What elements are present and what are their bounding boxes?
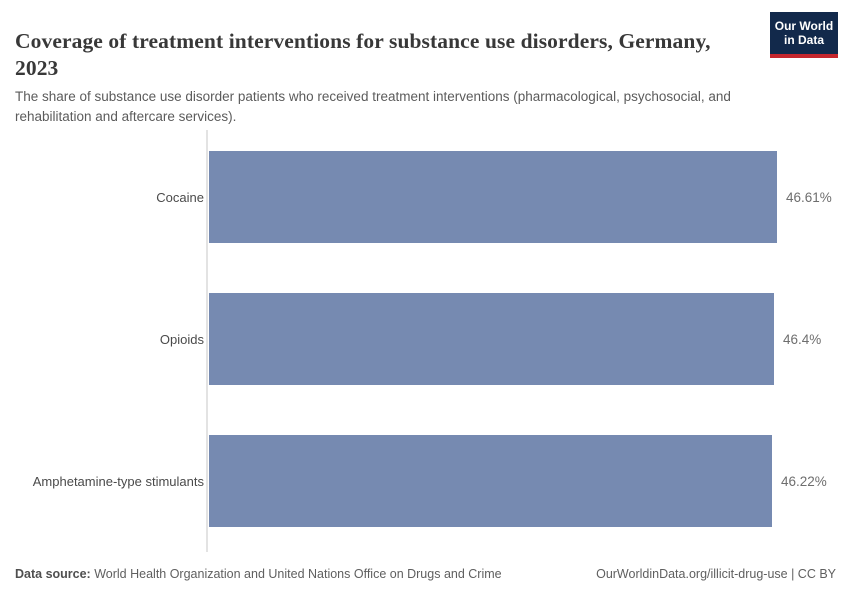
data-source-note: Data source: World Health Organization a… xyxy=(15,567,502,581)
value-label: 46.4% xyxy=(783,331,822,347)
category-label: Opioids xyxy=(159,331,204,347)
owid-logo-line1: Our World xyxy=(774,19,834,33)
attribution-link[interactable]: OurWorldinData.org/illicit-drug-use | CC… xyxy=(596,567,836,581)
data-source-label: Data source: xyxy=(15,567,91,581)
bar-row: Cocaine 46.61% xyxy=(0,151,850,243)
bar[interactable] xyxy=(209,435,772,527)
bar-row: Opioids 46.4% xyxy=(0,293,850,385)
owid-logo-line2: in Data xyxy=(783,33,824,48)
value-label: 46.22% xyxy=(781,473,827,489)
chart-title: Coverage of treatment interventions for … xyxy=(15,29,711,81)
value-label: 46.61% xyxy=(786,189,832,205)
bar[interactable] xyxy=(209,293,774,385)
chart-subtitle: The share of substance use disorder pati… xyxy=(15,88,731,124)
data-source-value: World Health Organization and United Nat… xyxy=(94,567,502,581)
category-label: Cocaine xyxy=(156,189,204,205)
chart-footer: Data source: World Health Organization a… xyxy=(15,567,836,581)
bar-row: Amphetamine-type stimulants 46.22% xyxy=(0,435,850,527)
owid-logo[interactable]: Our World in Data xyxy=(770,12,838,58)
y-axis-line xyxy=(206,130,208,552)
category-label: Amphetamine-type stimulants xyxy=(32,473,204,489)
bar[interactable] xyxy=(209,151,777,243)
